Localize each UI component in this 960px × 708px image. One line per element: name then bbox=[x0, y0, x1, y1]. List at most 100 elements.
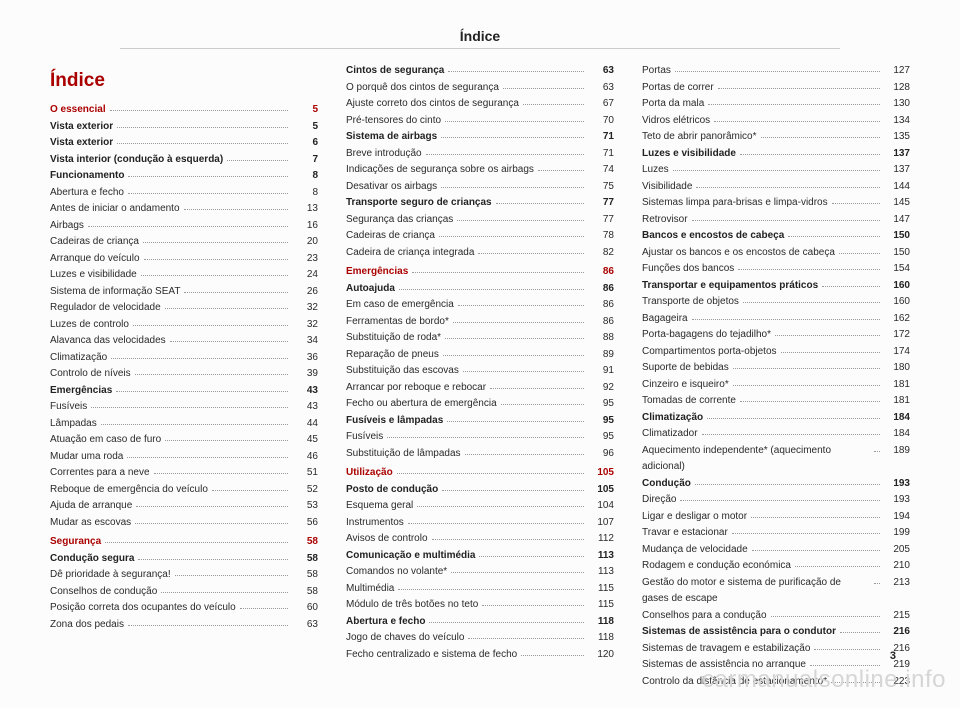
toc-dots bbox=[874, 575, 880, 584]
toc-label: Suporte de bebidas bbox=[642, 360, 729, 377]
toc-dots bbox=[501, 396, 584, 405]
toc-entry: Porta da mala130 bbox=[642, 96, 910, 113]
toc-label: Alavanca das velocidades bbox=[50, 333, 166, 350]
toc-dots bbox=[426, 146, 584, 155]
toc-dots bbox=[733, 377, 880, 386]
toc-entry: Módulo de três botões no teto115 bbox=[346, 597, 614, 614]
toc-page: 95 bbox=[588, 396, 614, 413]
toc-section-red: O essencial5 bbox=[50, 102, 318, 119]
toc-label: Sistemas de travagem e estabilização bbox=[642, 641, 810, 658]
toc-page: 105 bbox=[588, 465, 614, 482]
toc-label: Visibilidade bbox=[642, 179, 692, 196]
toc-dots bbox=[781, 344, 880, 353]
toc-label: Compartimentos porta-objetos bbox=[642, 344, 777, 361]
toc-page: 137 bbox=[884, 146, 910, 163]
toc-page: 160 bbox=[884, 278, 910, 295]
toc-page: 6 bbox=[292, 135, 318, 152]
toc-page: 95 bbox=[588, 413, 614, 430]
toc-section-bold: Vista exterior6 bbox=[50, 135, 318, 152]
toc-dots bbox=[111, 350, 288, 359]
toc-section-bold: Sistema de airbags71 bbox=[346, 129, 614, 146]
toc-entry: Fusíveis95 bbox=[346, 429, 614, 446]
toc-entry: Teto de abrir panorâmico*135 bbox=[642, 129, 910, 146]
toc-entry: Breve introdução 71 bbox=[346, 146, 614, 163]
toc-page: 120 bbox=[588, 647, 614, 664]
toc-entry: Cadeira de criança integrada82 bbox=[346, 245, 614, 262]
toc-entry: Substituição de roda*88 bbox=[346, 330, 614, 347]
toc-page: 115 bbox=[588, 581, 614, 598]
toc-label: Rodagem e condução económica bbox=[642, 558, 791, 575]
toc-page: 82 bbox=[588, 245, 614, 262]
toc-page: 147 bbox=[884, 212, 910, 229]
toc-dots bbox=[117, 135, 288, 144]
table-of-contents: ÍndiceO essencial5Vista exterior5Vista e… bbox=[50, 55, 910, 690]
toc-dots bbox=[105, 534, 288, 543]
toc-dots bbox=[832, 195, 880, 204]
toc-page: 52 bbox=[292, 482, 318, 499]
toc-dots bbox=[740, 393, 880, 402]
toc-page: 71 bbox=[588, 146, 614, 163]
toc-section-bold: Condução193 bbox=[642, 476, 910, 493]
toc-page: 184 bbox=[884, 410, 910, 427]
toc-entry: Regulador de velocidade32 bbox=[50, 300, 318, 317]
toc-dots bbox=[399, 281, 584, 290]
toc-entry: Arranque do veículo23 bbox=[50, 251, 318, 268]
toc-entry: Transporte de objetos160 bbox=[642, 294, 910, 311]
toc-dots bbox=[91, 399, 288, 408]
toc-entry: Ligar e desligar o motor194 bbox=[642, 509, 910, 526]
toc-page: 56 bbox=[292, 515, 318, 532]
toc-label: Avisos de controlo bbox=[346, 531, 428, 548]
toc-label: Breve introdução bbox=[346, 146, 422, 163]
toc-dots bbox=[696, 179, 880, 188]
toc-dots bbox=[478, 245, 584, 254]
toc-dots bbox=[714, 113, 880, 122]
toc-label: Porta-bagagens do tejadilho* bbox=[642, 327, 771, 344]
toc-page: 67 bbox=[588, 96, 614, 113]
toc-label: Funcionamento bbox=[50, 168, 124, 185]
toc-dots bbox=[771, 608, 880, 617]
toc-dots bbox=[135, 515, 288, 524]
toc-page: 118 bbox=[588, 614, 614, 631]
toc-page: 180 bbox=[884, 360, 910, 377]
toc-entry: Suporte de bebidas 180 bbox=[642, 360, 910, 377]
toc-entry: Tomadas de corrente181 bbox=[642, 393, 910, 410]
toc-entry: Luzes e visibilidade24 bbox=[50, 267, 318, 284]
toc-entry: Portas de correr128 bbox=[642, 80, 910, 97]
toc-entry: Ajustar os bancos e os encostos de cabeç… bbox=[642, 245, 910, 262]
toc-entry: Airbags16 bbox=[50, 218, 318, 235]
toc-page: 86 bbox=[588, 297, 614, 314]
toc-label: Ferramentas de bordo* bbox=[346, 314, 449, 331]
toc-section-bold: Transporte seguro de crianças77 bbox=[346, 195, 614, 212]
toc-page: 63 bbox=[588, 63, 614, 80]
toc-label: Fusíveis e lâmpadas bbox=[346, 413, 443, 430]
toc-label: Luzes e visibilidade bbox=[642, 146, 736, 163]
toc-section-bold: Posto de condução105 bbox=[346, 482, 614, 499]
toc-dots bbox=[503, 80, 584, 89]
toc-page: 77 bbox=[588, 212, 614, 229]
toc-section-bold: Fusíveis e lâmpadas 95 bbox=[346, 413, 614, 430]
toc-entry: Portas127 bbox=[642, 63, 910, 80]
toc-label: Segurança bbox=[50, 534, 101, 551]
toc-dots bbox=[117, 119, 288, 128]
toc-dots bbox=[839, 245, 880, 254]
toc-entry: Indicações de segurança sobre os airbags… bbox=[346, 162, 614, 179]
toc-entry: Desativar os airbags75 bbox=[346, 179, 614, 196]
toc-page: 60 bbox=[292, 600, 318, 617]
toc-label: Funções dos bancos bbox=[642, 261, 734, 278]
toc-dots bbox=[752, 542, 880, 551]
toc-label: Porta da mala bbox=[642, 96, 704, 113]
toc-entry: Cadeiras de criança78 bbox=[346, 228, 614, 245]
toc-dots bbox=[165, 432, 288, 441]
toc-page: 44 bbox=[292, 416, 318, 433]
toc-label: Instrumentos bbox=[346, 515, 404, 532]
toc-entry: Reboque de emergência do veículo52 bbox=[50, 482, 318, 499]
toc-label: Travar e estacionar bbox=[642, 525, 728, 542]
toc-dots bbox=[170, 333, 288, 342]
toc-entry: Pré-tensores do cinto70 bbox=[346, 113, 614, 130]
toc-label: Segurança das crianças bbox=[346, 212, 453, 229]
toc-page: 43 bbox=[292, 399, 318, 416]
toc-label: Luzes de controlo bbox=[50, 317, 129, 334]
toc-label: Ligar e desligar o motor bbox=[642, 509, 747, 526]
toc-dots bbox=[675, 63, 880, 72]
toc-label: Comandos no volante* bbox=[346, 564, 447, 581]
